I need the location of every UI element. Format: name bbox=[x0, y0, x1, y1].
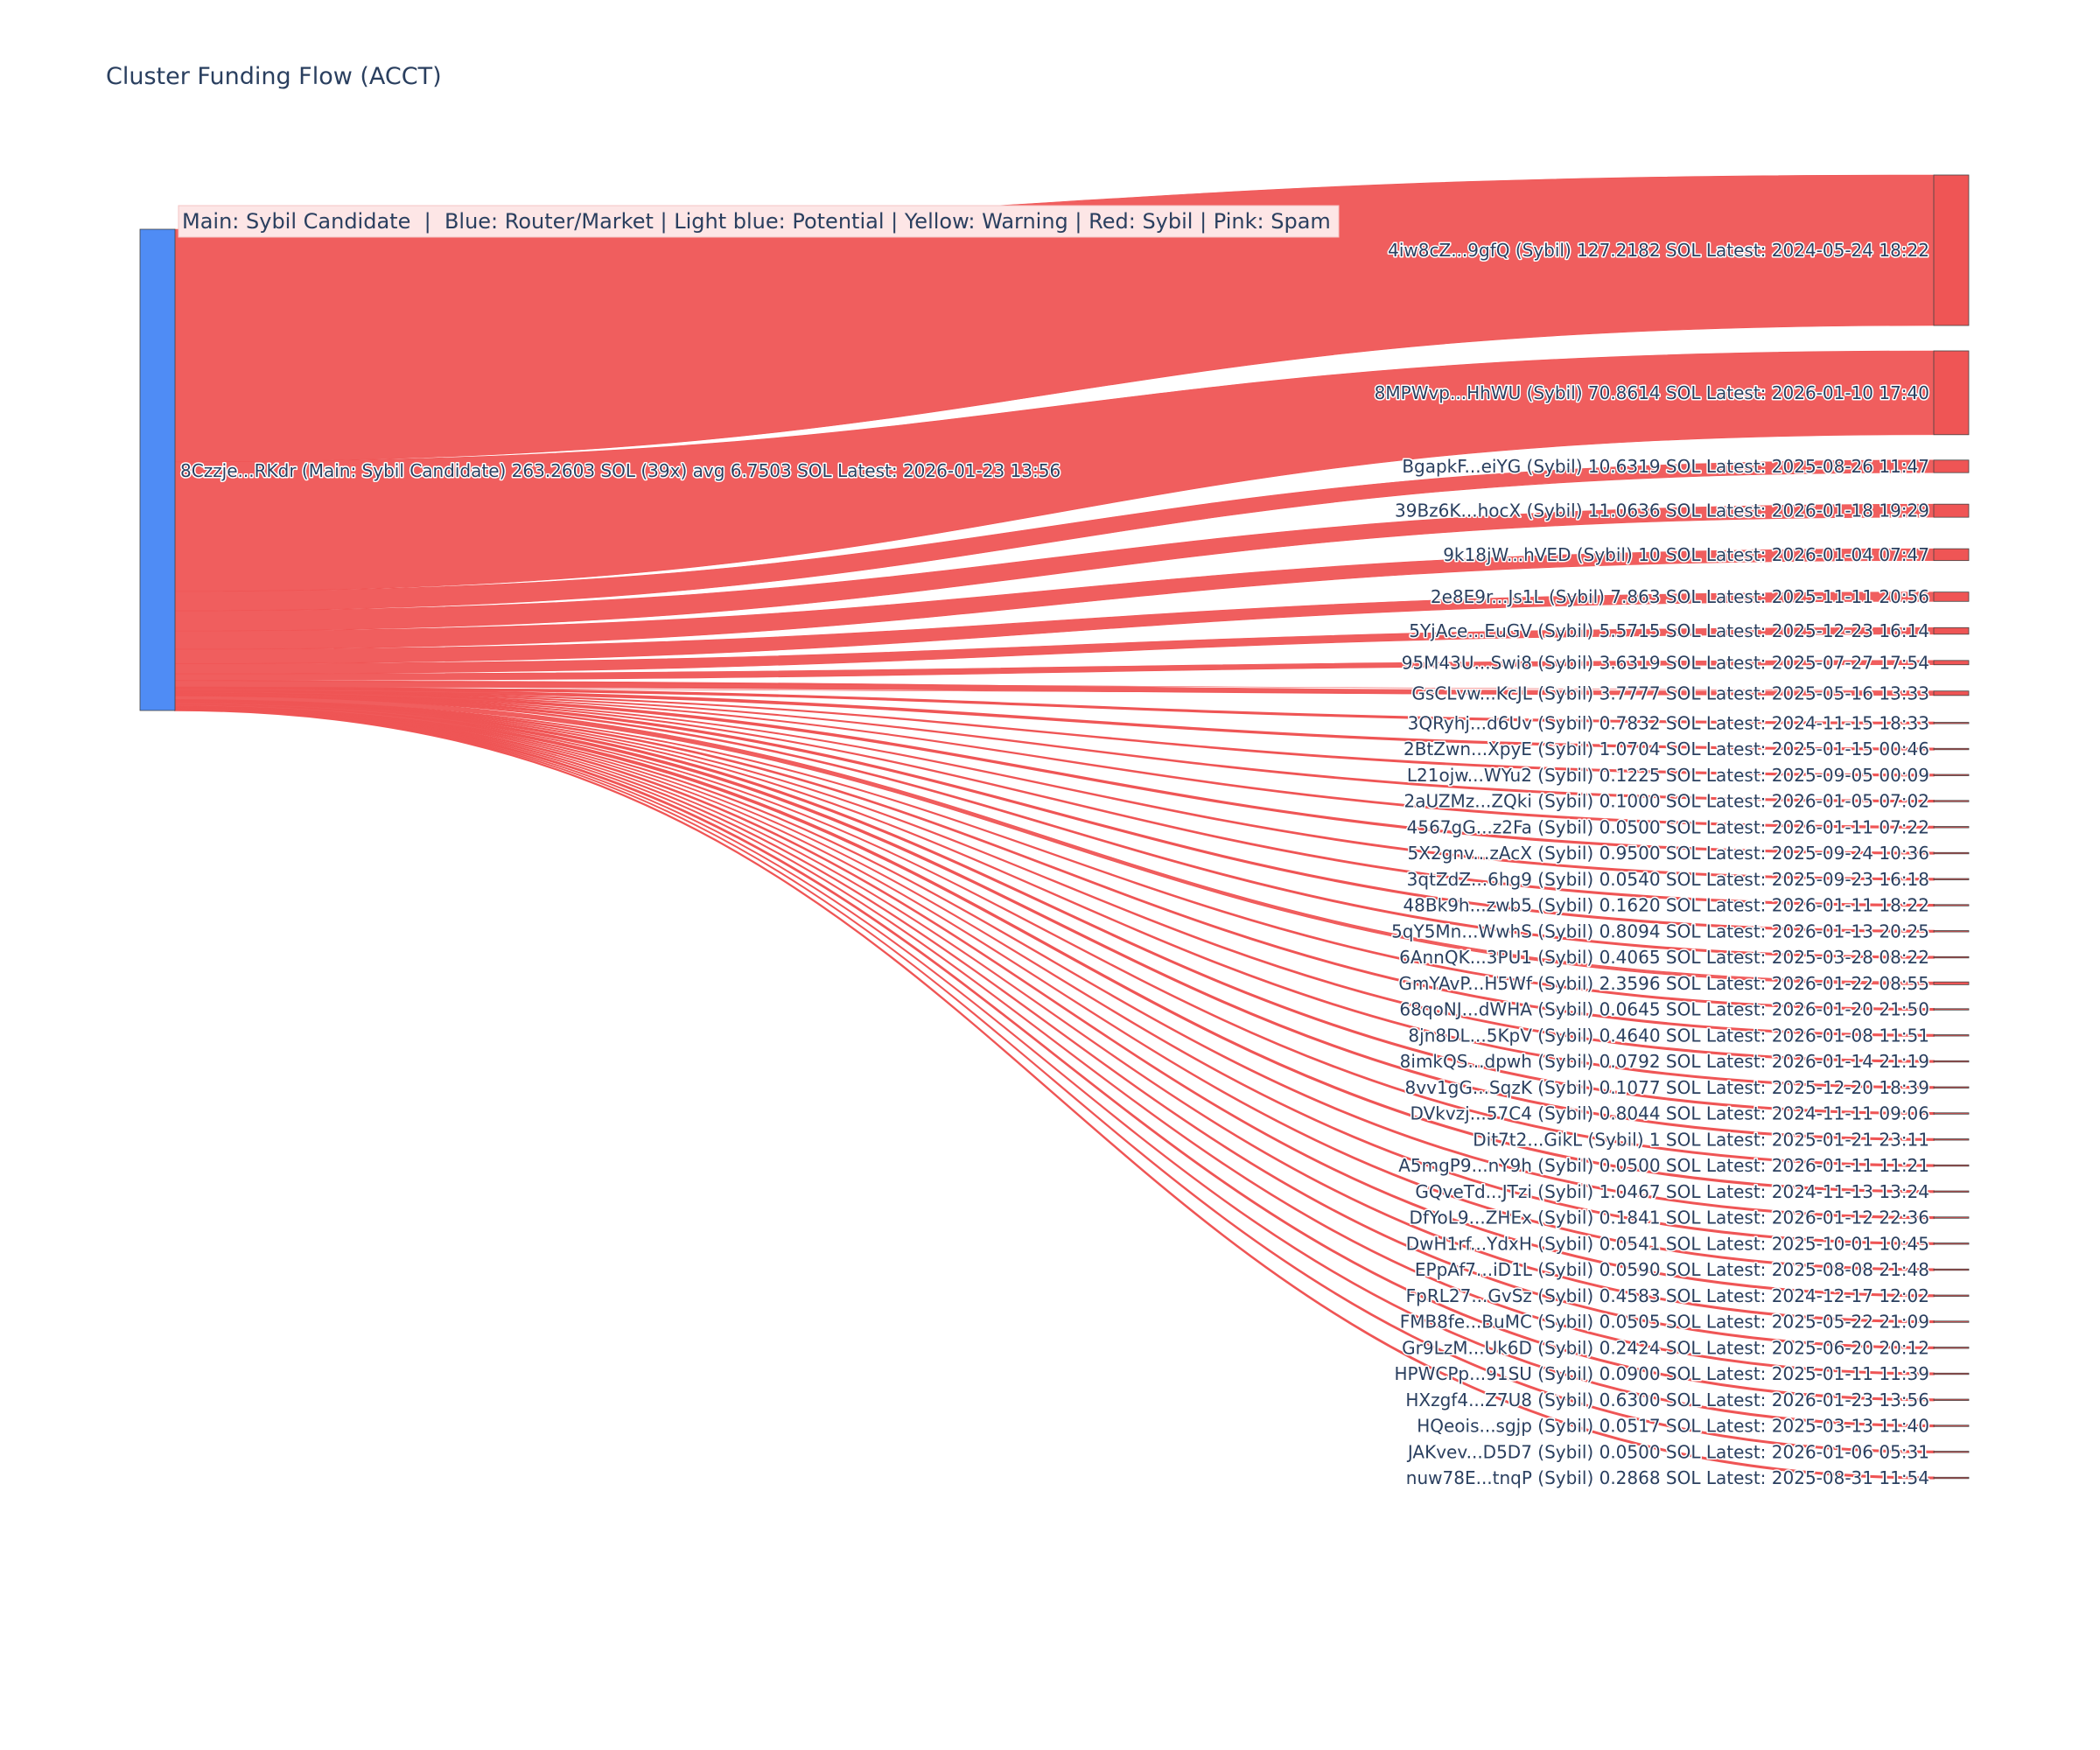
target-node[interactable] bbox=[1933, 1372, 1970, 1376]
labels-layer: 8Czzje...RKdr (Main: Sybil Candidate) 26… bbox=[179, 238, 1931, 1489]
chart-title: Cluster Funding Flow (ACCT) bbox=[106, 63, 442, 90]
target-node-label: Gr9LzM...Uk6D (Sybil) 0.2424 SOL Latest:… bbox=[1402, 1337, 1929, 1358]
target-node-label: GmYAvP...H5Wf (Sybil) 2.3596 SOL Latest:… bbox=[1398, 973, 1929, 994]
target-node[interactable] bbox=[1933, 851, 1970, 855]
target-node[interactable] bbox=[1933, 503, 1970, 518]
target-node-label: 8jn8DL...5KpV (Sybil) 0.4640 SOL Latest:… bbox=[1408, 1025, 1929, 1046]
target-node-label: BgapkF...eiYG (Sybil) 10.6319 SOL Latest… bbox=[1402, 456, 1929, 477]
target-node-label: 4567gG...z2Fa (Sybil) 0.0500 SOL Latest:… bbox=[1407, 816, 1929, 837]
target-node[interactable] bbox=[1933, 904, 1970, 906]
target-node[interactable] bbox=[1933, 981, 1970, 985]
target-node-label: A5mgP9...nY9h (Sybil) 0.0500 SOL Latest:… bbox=[1398, 1155, 1929, 1176]
target-node[interactable] bbox=[1933, 660, 1970, 666]
target-node-label: FpRL27...GvSz (Sybil) 0.4583 SOL Latest:… bbox=[1406, 1285, 1929, 1306]
target-node[interactable] bbox=[1933, 548, 1970, 562]
target-node[interactable] bbox=[1933, 1294, 1970, 1297]
target-node-label: 5YjAce...EuGV (Sybil) 5.5715 SOL Latest:… bbox=[1409, 620, 1929, 641]
target-node-label: 4iw8cZ...9gfQ (Sybil) 127.2182 SOL Lates… bbox=[1388, 240, 1929, 261]
target-node[interactable] bbox=[1933, 1268, 1970, 1271]
legend-text: Main: Sybil Candidate | Blue: Router/Mar… bbox=[182, 209, 1331, 234]
target-node[interactable] bbox=[1933, 800, 1970, 802]
target-node[interactable] bbox=[1933, 1138, 1970, 1141]
target-node-label: HQeois...sgjp (Sybil) 0.0517 SOL Latest:… bbox=[1417, 1416, 1929, 1437]
target-node-label: L21ojw...WYu2 (Sybil) 0.1225 SOL Latest:… bbox=[1407, 765, 1929, 786]
target-node-label: 48Bk9h...zwb5 (Sybil) 0.1620 SOL Latest:… bbox=[1403, 895, 1929, 916]
target-node[interactable] bbox=[1933, 1190, 1970, 1193]
target-node[interactable] bbox=[1933, 1112, 1970, 1115]
target-node-label: 3QRyhj...d6Uv (Sybil) 0.7832 SOL Latest:… bbox=[1408, 712, 1929, 733]
target-node[interactable] bbox=[1933, 1451, 1970, 1453]
target-node-label: DfYoL9...ZHEx (Sybil) 0.1841 SOL Latest:… bbox=[1410, 1208, 1929, 1228]
target-node-label: 2BtZwn...XpyE (Sybil) 1.0704 SOL Latest:… bbox=[1404, 738, 1929, 760]
target-node[interactable] bbox=[1933, 774, 1970, 776]
target-node-label: 2aUZMz...ZQki (Sybil) 0.1000 SOL Latest:… bbox=[1404, 791, 1929, 812]
target-node-label: 39Bz6K...hocX (Sybil) 11.0636 SOL Latest… bbox=[1395, 500, 1929, 522]
legend-background bbox=[178, 205, 1340, 238]
target-node[interactable] bbox=[1933, 1347, 1970, 1349]
target-node-label: 3qtZdZ...6hg9 (Sybil) 0.0540 SOL Latest:… bbox=[1407, 869, 1929, 890]
target-node[interactable] bbox=[1933, 1320, 1970, 1323]
target-node-label: 95M43U...Swi8 (Sybil) 3.6319 SOL Latest:… bbox=[1402, 652, 1929, 673]
source-node[interactable] bbox=[139, 228, 176, 711]
target-node[interactable] bbox=[1933, 1216, 1970, 1219]
source-node-label: 8Czzje...RKdr (Main: Sybil Candidate) 26… bbox=[180, 460, 1060, 481]
target-node[interactable] bbox=[1933, 1398, 1970, 1401]
target-node-label: 8imkQS...dpwh (Sybil) 0.0792 SOL Latest:… bbox=[1400, 1051, 1929, 1072]
legend-annotation: Main: Sybil Candidate | Blue: Router/Mar… bbox=[178, 205, 1340, 238]
target-node-label: DVkvzj...57C4 (Sybil) 0.8044 SOL Latest:… bbox=[1410, 1103, 1929, 1124]
target-node-label: 5X2gnv...zAcX (Sybil) 0.9500 SOL Latest:… bbox=[1408, 843, 1929, 864]
target-node[interactable] bbox=[1933, 1164, 1970, 1167]
target-node-label: 68qoNJ...dWHA (Sybil) 0.0645 SOL Latest:… bbox=[1399, 999, 1929, 1020]
target-node-label: HXzgf4...Z7U8 (Sybil) 0.6300 SOL Latest:… bbox=[1405, 1390, 1929, 1410]
target-node[interactable] bbox=[1933, 1008, 1970, 1011]
target-node[interactable] bbox=[1933, 1242, 1970, 1245]
target-node-label: DwH1rf...YdxH (Sybil) 0.0541 SOL Latest:… bbox=[1406, 1233, 1929, 1254]
target-node[interactable] bbox=[1933, 722, 1970, 724]
target-node-label: 6AnnQK...3PU1 (Sybil) 0.4065 SOL Latest:… bbox=[1399, 947, 1929, 968]
target-node[interactable] bbox=[1933, 747, 1970, 751]
target-node[interactable] bbox=[1933, 930, 1970, 933]
target-node[interactable] bbox=[1933, 1060, 1970, 1063]
target-node-label: JAKvev...D5D7 (Sybil) 0.0500 SOL Latest:… bbox=[1406, 1441, 1929, 1462]
links-layer bbox=[174, 174, 1935, 1480]
target-node[interactable] bbox=[1933, 626, 1970, 635]
target-node-label: GQveTd...JTzi (Sybil) 1.0467 SOL Latest:… bbox=[1415, 1181, 1929, 1202]
target-node-label: Dit7t2...GikL (Sybil) 1 SOL Latest: 2025… bbox=[1473, 1129, 1929, 1150]
target-node[interactable] bbox=[1933, 350, 1970, 436]
target-node[interactable] bbox=[1933, 174, 1970, 326]
target-node[interactable] bbox=[1933, 690, 1970, 696]
target-node[interactable] bbox=[1933, 592, 1970, 602]
target-node-label: 8MPWvp...HhWU (Sybil) 70.8614 SOL Latest… bbox=[1375, 382, 1929, 403]
target-node[interactable] bbox=[1933, 1476, 1970, 1480]
target-node-label: nuw78E...tnqP (Sybil) 0.2868 SOL Latest:… bbox=[1406, 1467, 1929, 1488]
target-node[interactable] bbox=[1933, 826, 1970, 829]
nodes-layer bbox=[139, 174, 1970, 1480]
target-node[interactable] bbox=[1933, 1034, 1970, 1037]
target-node-label: FMB8fe...BuMC (Sybil) 0.0505 SOL Latest:… bbox=[1400, 1312, 1929, 1333]
target-node-label: HPWCPp...91SU (Sybil) 0.0900 SOL Latest:… bbox=[1394, 1363, 1929, 1384]
target-node[interactable] bbox=[1933, 459, 1970, 473]
target-node-label: 5qY5Mn...WwhS (Sybil) 0.8094 SOL Latest:… bbox=[1391, 920, 1929, 942]
target-node-label: GsCLvw...KcJL (Sybil) 3.7777 SOL Latest:… bbox=[1411, 682, 1929, 704]
target-node[interactable] bbox=[1933, 956, 1970, 959]
target-node-label: EPpAf7...iD1L (Sybil) 0.0590 SOL Latest:… bbox=[1415, 1259, 1929, 1280]
target-node-label: 2e8E9r...Js1L (Sybil) 7.863 SOL Latest: … bbox=[1431, 586, 1929, 607]
target-node-label: 8vv1gG...SqzK (Sybil) 0.1077 SOL Latest:… bbox=[1405, 1077, 1929, 1098]
target-node[interactable] bbox=[1933, 1086, 1970, 1088]
target-node[interactable] bbox=[1933, 878, 1970, 880]
target-node-label: 9k18jW...hVED (Sybil) 10 SOL Latest: 202… bbox=[1443, 544, 1929, 565]
target-node[interactable] bbox=[1933, 1424, 1970, 1427]
